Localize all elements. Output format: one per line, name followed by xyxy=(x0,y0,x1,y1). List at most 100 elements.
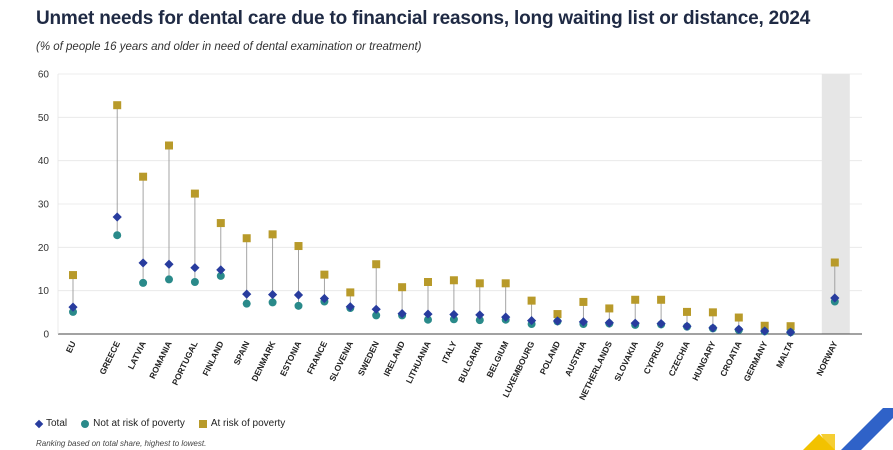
category-label: FINLAND xyxy=(200,339,225,377)
at-risk-marker xyxy=(734,313,743,322)
at-risk-marker xyxy=(216,219,225,228)
category-label: GERMANY xyxy=(741,339,769,383)
total-marker xyxy=(138,258,148,268)
category-label: LATVIA xyxy=(126,339,148,370)
total-marker xyxy=(293,290,304,300)
total-marker xyxy=(708,323,718,333)
at-risk-marker xyxy=(372,260,381,269)
category-label: ITALY xyxy=(440,339,459,364)
at-risk-marker xyxy=(294,242,303,251)
legend-circle-icon xyxy=(81,419,90,428)
total-marker xyxy=(449,309,459,320)
category-label: PORTUGAL xyxy=(170,339,200,386)
y-tick-label: 0 xyxy=(43,330,49,341)
at-risk-marker xyxy=(830,258,839,267)
not-at-risk-marker xyxy=(372,311,381,320)
total-marker xyxy=(552,316,563,326)
chart-subtitle: (% of people 16 years and older in need … xyxy=(36,41,422,53)
not-at-risk-marker xyxy=(139,278,148,287)
y-tick-label: 60 xyxy=(38,70,50,81)
not-at-risk-marker xyxy=(475,316,484,325)
at-risk-marker xyxy=(69,271,77,280)
total-marker xyxy=(734,324,744,334)
at-risk-marker xyxy=(553,310,562,319)
category-label: HUNGARY xyxy=(690,339,718,382)
legend-item-not-at-risk: Not at risk of poverty xyxy=(81,418,185,429)
total-marker xyxy=(682,321,692,331)
total-marker xyxy=(216,265,226,275)
total-marker xyxy=(423,309,433,319)
chart-title: Unmet needs for dental care due to finan… xyxy=(36,8,811,29)
total-marker xyxy=(656,319,666,329)
total-marker xyxy=(630,318,640,328)
y-tick-label: 20 xyxy=(38,243,50,254)
total-marker xyxy=(760,326,770,336)
total-marker xyxy=(786,327,796,337)
y-tick-label: 40 xyxy=(38,156,50,167)
not-at-risk-marker xyxy=(69,307,77,316)
at-risk-marker xyxy=(683,307,691,316)
legend-item-at-risk: At risk of poverty xyxy=(198,418,286,429)
legend: Total Not at risk of poverty At risk of … xyxy=(34,418,286,429)
total-marker xyxy=(112,212,122,222)
legend-label-at-risk: At risk of poverty xyxy=(210,418,286,429)
at-risk-marker xyxy=(320,270,329,279)
total-marker xyxy=(371,304,381,314)
total-marker xyxy=(164,259,174,269)
not-at-risk-marker xyxy=(242,299,251,308)
category-label: SWEDEN xyxy=(356,339,381,377)
at-risk-marker xyxy=(113,101,122,110)
total-marker xyxy=(268,289,278,300)
total-marker xyxy=(501,312,511,322)
category-label: CZECHIA xyxy=(666,339,692,377)
at-risk-marker xyxy=(139,172,148,181)
category-label: AUSTRIA xyxy=(563,339,589,377)
category-label: EU xyxy=(64,339,78,354)
category-label: NORWAY xyxy=(814,339,839,377)
category-label: MALTA xyxy=(774,339,795,369)
dot-range-chart: 0 10 20 30 40 50 60 EU GREECE LATVIA ROMANIAPORTUG… xyxy=(38,70,862,402)
legend-label-not-at-risk: Not at risk of poverty xyxy=(93,418,185,429)
category-label: ROMANIA xyxy=(147,339,174,380)
not-at-risk-marker xyxy=(216,271,225,280)
at-risk-marker xyxy=(501,279,510,288)
total-marker xyxy=(604,318,614,328)
category-label: GREECE xyxy=(97,339,122,376)
category-label: BULGARIA xyxy=(456,339,485,384)
at-risk-marker xyxy=(579,297,588,306)
total-marker xyxy=(242,289,252,299)
at-risk-marker xyxy=(165,141,173,150)
at-risk-marker xyxy=(760,321,769,330)
legend-diamond-icon xyxy=(34,419,44,428)
at-risk-marker xyxy=(527,296,536,305)
at-risk-marker xyxy=(242,234,251,243)
at-risk-marker xyxy=(631,295,640,304)
total-marker xyxy=(345,302,355,312)
total-marker xyxy=(190,263,200,273)
not-at-risk-marker xyxy=(190,278,199,286)
legend-item-total: Total xyxy=(34,418,67,429)
category-label: SPAIN xyxy=(231,339,251,366)
total-marker xyxy=(68,302,78,312)
total-marker xyxy=(527,315,537,326)
at-risk-marker xyxy=(346,288,355,297)
at-risk-marker xyxy=(449,276,458,285)
category-label: ESTONIA xyxy=(278,339,303,377)
category-label: LITHUANIA xyxy=(404,339,433,385)
eurostat-logo-icon xyxy=(803,408,893,450)
at-risk-marker xyxy=(605,304,614,313)
not-at-risk-marker xyxy=(165,275,173,284)
category-label: FRANCE xyxy=(305,339,330,376)
at-risk-marker xyxy=(190,189,199,198)
at-risk-marker xyxy=(708,308,717,317)
category-label: CROATIA xyxy=(718,339,744,378)
category-label: POLAND xyxy=(538,339,563,376)
not-at-risk-marker xyxy=(113,231,122,240)
y-tick-label: 10 xyxy=(38,286,50,297)
category-label: CYPRUS xyxy=(641,339,666,376)
total-marker xyxy=(475,310,485,320)
category-label: IRELAND xyxy=(381,339,407,377)
not-at-risk-marker xyxy=(424,315,432,324)
category-label: SLOVAKIA xyxy=(612,339,640,382)
legend-square-icon xyxy=(198,419,207,428)
